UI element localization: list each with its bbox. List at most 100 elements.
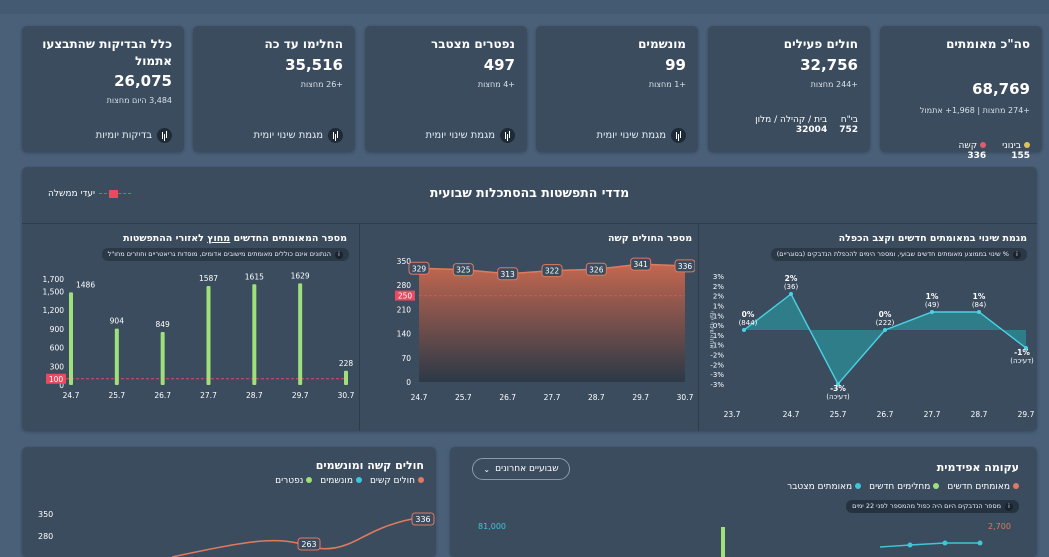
data-label: 1615 bbox=[245, 272, 264, 281]
outside-chart: 0 300 600 900 1,200 1,500 1,700 100 1486 904 849 15… bbox=[43, 271, 355, 400]
data-label: 228 bbox=[339, 359, 354, 368]
trend-title: מגמת שינוי במאומתים חדשים וקצב הכפלה bbox=[838, 233, 1027, 244]
y-tick-label: 600 bbox=[50, 344, 65, 353]
moderate-dot-icon bbox=[1024, 142, 1030, 148]
trend-point bbox=[742, 328, 746, 332]
card-sub: +1 מחצות bbox=[648, 80, 686, 89]
epidemic-curve-title: עקומה אפידמית bbox=[936, 461, 1019, 474]
x-tick-label: 25.7 bbox=[108, 391, 125, 400]
weekly-title: מדדי התפשטות בהסתכלות שבועית bbox=[429, 185, 630, 200]
epidemic-chart bbox=[721, 527, 983, 557]
data-label: 1629 bbox=[291, 271, 310, 280]
y-tick-label: 0 bbox=[59, 381, 64, 390]
data-label: -1% bbox=[1014, 348, 1030, 357]
severe-ventilated-panel: חולים קשה ומונשמים חולים קשים מונשמים נפ… bbox=[22, 447, 436, 557]
point bbox=[977, 540, 983, 546]
top-strip bbox=[0, 0, 1049, 14]
y-tick-label: 0 bbox=[406, 378, 411, 387]
x-tick-label: 28.7 bbox=[971, 410, 988, 419]
card-title: כלל הבדיקות שהתבצעו אתמול bbox=[42, 37, 172, 68]
bar bbox=[160, 332, 165, 385]
card-recovered[interactable]: החלימו עד כה 35,516 +26 מחצות מגמת שינוי… bbox=[193, 26, 355, 152]
card-value: 26,075 bbox=[114, 72, 172, 90]
card-value: 35,516 bbox=[285, 56, 343, 74]
y-tick-label: 1,200 bbox=[43, 306, 65, 315]
period-dropdown[interactable]: שבועיים אחרונים ⌄ bbox=[472, 458, 570, 480]
bar-chart-icon bbox=[157, 128, 172, 143]
card-title: נפטרים מצטבר bbox=[431, 37, 515, 51]
x-tick-label: 25.7 bbox=[830, 410, 847, 419]
y-tick-label: 1% bbox=[713, 312, 724, 320]
bar-chart-icon bbox=[500, 128, 515, 143]
trend-point bbox=[977, 310, 981, 314]
bar bbox=[114, 328, 119, 385]
weekly-panel: מדדי התפשטות בהסתכלות שבועית יעדי ממשלה … bbox=[22, 167, 1037, 431]
card-value: 99 bbox=[665, 56, 686, 74]
x-tick-label: 26.7 bbox=[154, 391, 171, 400]
divider bbox=[359, 224, 360, 431]
card-total-confirmed[interactable]: סה"כ מאומתים 68,769 +274 מחצות | 1,968+ … bbox=[880, 26, 1042, 161]
data-label-sub: (דעיכה) bbox=[1010, 357, 1034, 365]
target-label: 250 bbox=[398, 292, 413, 301]
daily-tests-button[interactable]: בדיקות יומיות bbox=[96, 128, 172, 143]
card-sub: +26 מחצות bbox=[300, 80, 343, 89]
y-tick: 350 bbox=[38, 510, 54, 519]
outside-title: מספר המאומתים החדשים מחוץ לאזורי ההתפשטו… bbox=[123, 233, 347, 244]
legend-dot-icon bbox=[306, 477, 313, 483]
data-label-sub: (222) bbox=[876, 319, 895, 327]
y-tick-label: 300 bbox=[50, 362, 65, 371]
gov-target-legend: יעדי ממשלה bbox=[48, 189, 132, 199]
y-tick-label: 210 bbox=[397, 305, 412, 314]
data-label-sub: (36) bbox=[784, 283, 799, 291]
daily-trend-button[interactable]: מגמת שינוי יומית bbox=[426, 128, 515, 143]
y-tick-label: 1,500 bbox=[43, 287, 65, 296]
divider bbox=[22, 223, 1037, 224]
y-tick-right: 2,700 bbox=[988, 522, 1011, 531]
bar bbox=[252, 284, 257, 385]
daily-trend-button[interactable]: מגמת שינוי יומית bbox=[597, 128, 686, 143]
trend-point bbox=[789, 292, 793, 296]
bar-chart-icon bbox=[328, 128, 343, 143]
card-ventilated[interactable]: מונשמים 99 +1 מחצות מגמת שינוי יומית bbox=[536, 26, 698, 152]
x-tick-label: 30.7 bbox=[677, 393, 694, 402]
data-label: 263 bbox=[301, 540, 316, 549]
data-label-box bbox=[452, 263, 474, 277]
x-tick-label: 28.7 bbox=[246, 391, 263, 400]
cumulative-line bbox=[879, 542, 980, 548]
y-tick-label: 350 bbox=[397, 257, 412, 266]
epidemic-legend: מאומתים חדשים מחלימים חדשים מאומתים מצטב… bbox=[787, 482, 1019, 492]
target-label: 100 bbox=[49, 375, 64, 384]
severe-chart: 0 70 140 210 280 350 250 329 325 313 322 326 341 336 2… bbox=[395, 257, 695, 402]
x-tick-label: 29.7 bbox=[1018, 410, 1034, 419]
y-tick-label: -3% bbox=[710, 381, 724, 389]
y-tick-label: 2% bbox=[713, 283, 724, 291]
data-label: 313 bbox=[501, 270, 516, 279]
card-active[interactable]: חולים פעילים 32,756 +244 מחצות בי"ח 752 ב… bbox=[708, 26, 870, 152]
data-label-box bbox=[674, 259, 695, 273]
point bbox=[907, 542, 913, 548]
legend-dot-icon bbox=[1013, 483, 1019, 489]
severe-ventilated-chart: 336 263 bbox=[171, 512, 435, 557]
card-tests[interactable]: כלל הבדיקות שהתבצעו אתמול 26,075 3,484 ה… bbox=[22, 26, 184, 152]
legend-dot-icon bbox=[933, 483, 940, 489]
y-tick-label: -1% bbox=[710, 342, 724, 350]
x-tick-label: 30.7 bbox=[338, 391, 355, 400]
data-label: 341 bbox=[634, 260, 649, 269]
info-icon: i bbox=[1013, 251, 1021, 259]
y-tick-label: 2% bbox=[713, 293, 724, 301]
daily-trend-button[interactable]: מגמת שינוי יומית bbox=[254, 128, 343, 143]
data-label: 1587 bbox=[199, 274, 218, 283]
card-sub: +244 מחצות bbox=[810, 80, 858, 89]
y-tick-label: -1% bbox=[710, 332, 724, 340]
doubling-note: iמספר הנדבקים היום היה כפול מהמספר לפני … bbox=[846, 500, 1019, 513]
x-tick-label: 24.7 bbox=[63, 391, 80, 400]
bar-chart-icon bbox=[671, 128, 686, 143]
info-icon: i bbox=[335, 251, 343, 259]
trend-point bbox=[1024, 346, 1028, 350]
y-tick-label: 3% bbox=[713, 273, 724, 281]
y-tick-label: 70 bbox=[401, 354, 411, 363]
data-label: 0% bbox=[742, 310, 755, 319]
bar bbox=[721, 527, 725, 557]
card-deceased[interactable]: נפטרים מצטבר 497 +4 מחצות מגמת שינוי יומ… bbox=[365, 26, 527, 152]
x-tick-label: 28.7 bbox=[588, 393, 605, 402]
